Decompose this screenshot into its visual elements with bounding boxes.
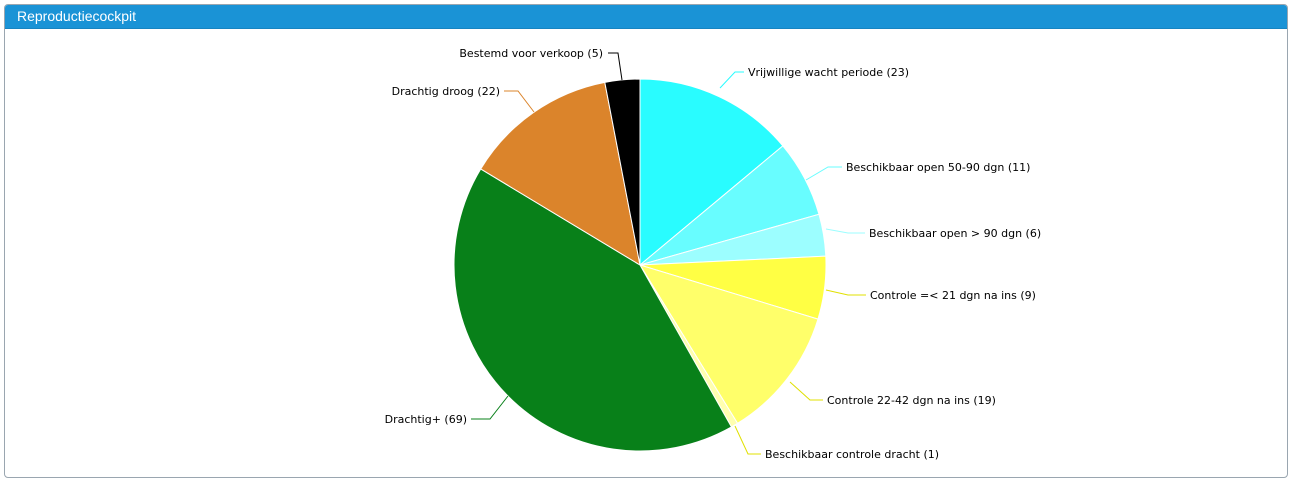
pie-slice-1[interactable] [639,78,784,267]
panel-title: Reproductiecockpit [5,5,1287,29]
leader-line-1 [719,71,744,89]
slice-label-8: Drachtig droog (22) [392,85,500,98]
leader-line-7 [471,395,509,420]
pie-slice-8[interactable] [480,81,641,267]
leader-line-2 [805,166,842,181]
pie-slice-5[interactable] [638,264,819,425]
slice-label-9: Bestemd voor verkoop (5) [459,47,603,60]
slice-label-1: Vrijwillige wacht periode (23) [748,66,909,79]
leader-line-4 [825,289,866,296]
slice-label-3: Beschikbaar open > 90 dgn (6) [869,227,1041,240]
slice-label-5: Controle 22-42 dgn na ins (19) [827,394,996,407]
slice-label-7: Drachtig+ (69) [385,413,467,426]
slice-label-2: Beschikbaar open 50-90 dgn (11) [846,161,1030,174]
slice-label-4: Controle =< 21 dgn na ins (9) [870,289,1036,302]
leader-line-6 [734,425,761,455]
leader-line-9 [608,52,623,81]
pie-slice-7[interactable] [453,168,733,452]
leader-line-5 [789,381,823,401]
leader-line-8 [504,90,535,113]
leader-line-3 [825,228,865,234]
slice-label-6: Beschikbaar controle dracht (1) [765,448,939,461]
